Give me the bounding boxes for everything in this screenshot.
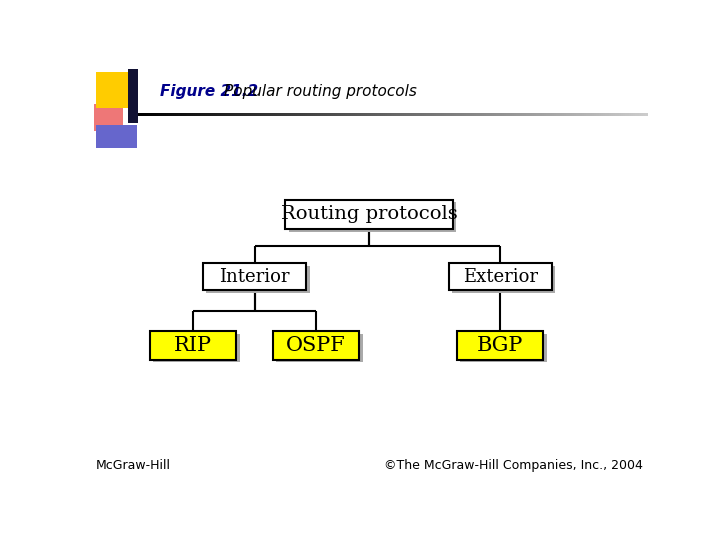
FancyBboxPatch shape [449,264,552,291]
FancyBboxPatch shape [207,266,310,293]
Text: Popular routing protocols: Popular routing protocols [224,84,417,99]
Text: OSPF: OSPF [286,336,346,355]
FancyBboxPatch shape [203,264,306,291]
FancyBboxPatch shape [460,334,546,362]
FancyBboxPatch shape [289,202,456,232]
FancyBboxPatch shape [153,334,240,362]
FancyBboxPatch shape [96,72,130,109]
FancyBboxPatch shape [94,104,124,131]
Text: Figure 21.2: Figure 21.2 [160,84,258,99]
Text: Interior: Interior [220,268,290,286]
FancyBboxPatch shape [276,334,363,362]
FancyBboxPatch shape [96,125,138,148]
Text: BGP: BGP [477,336,523,355]
FancyBboxPatch shape [128,69,138,123]
Text: Routing protocols: Routing protocols [281,206,457,224]
Text: McGraw-Hill: McGraw-Hill [96,460,171,472]
FancyBboxPatch shape [273,332,359,360]
FancyBboxPatch shape [150,332,236,360]
Text: Exterior: Exterior [463,268,538,286]
Text: ©The McGraw-Hill Companies, Inc., 2004: ©The McGraw-Hill Companies, Inc., 2004 [384,460,642,472]
FancyBboxPatch shape [452,266,555,293]
FancyBboxPatch shape [285,200,453,229]
Text: RIP: RIP [174,336,212,355]
FancyBboxPatch shape [457,332,544,360]
